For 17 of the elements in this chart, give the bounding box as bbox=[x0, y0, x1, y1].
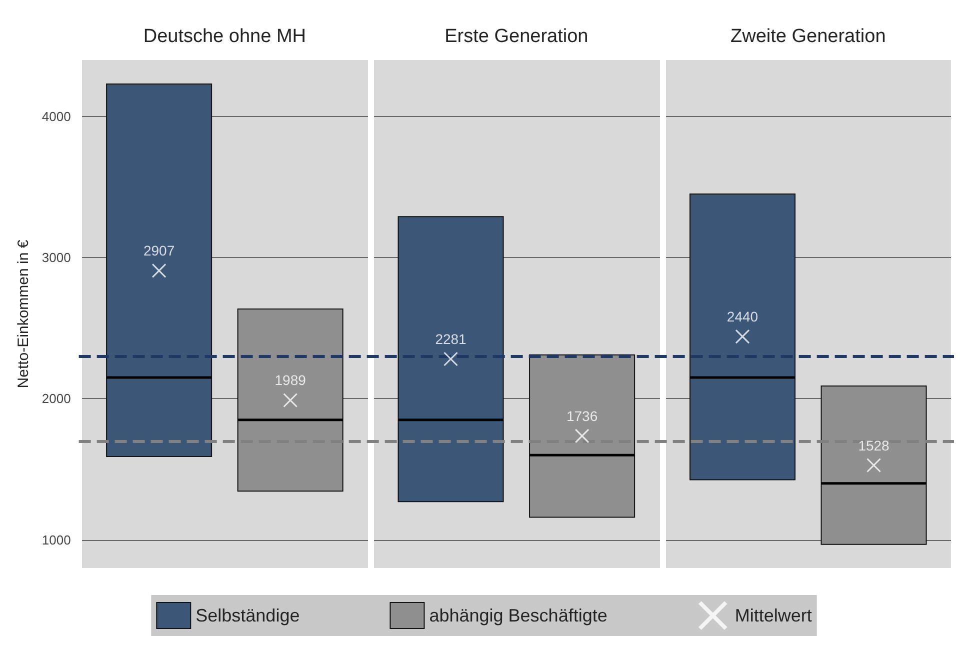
y-axis-title: Netto-Einkommen in € bbox=[15, 239, 32, 388]
legend-label: abhängig Beschäftigte bbox=[429, 606, 608, 626]
data-label: 2907 bbox=[143, 242, 175, 259]
x-tick-label: Erste Generation bbox=[444, 26, 588, 47]
data-label: 1528 bbox=[858, 437, 890, 454]
legend-label: Mittelwert bbox=[734, 606, 812, 626]
data-label: 2281 bbox=[435, 331, 467, 348]
y-tick-label: 2000 bbox=[42, 391, 71, 406]
data-label: 1989 bbox=[274, 372, 306, 388]
x-tick-label: Zweite Generation bbox=[730, 26, 886, 47]
data-label: 1736 bbox=[566, 408, 598, 424]
x-tick-label: Deutsche ohne MH bbox=[143, 26, 306, 47]
y-tick-label: 4000 bbox=[42, 108, 71, 124]
y-tick-label: 3000 bbox=[42, 250, 71, 266]
data-label: 2440 bbox=[726, 308, 758, 325]
legend-label: Selbständige bbox=[196, 606, 300, 626]
y-tick-label: 1000 bbox=[42, 532, 71, 548]
